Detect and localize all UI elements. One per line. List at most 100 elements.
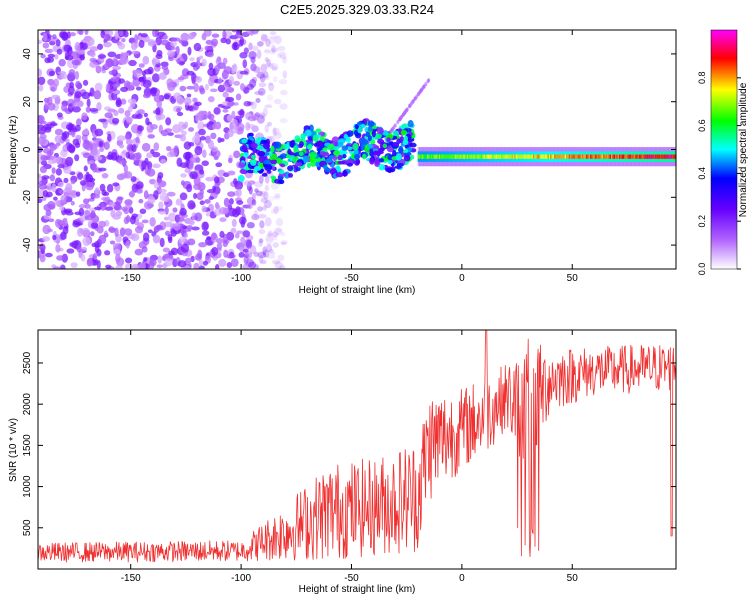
spectral-blob	[44, 48, 54, 54]
spectral-blob	[104, 112, 113, 119]
spectral-blob	[57, 164, 65, 169]
spectral-blob	[395, 153, 402, 161]
spectral-core	[453, 154, 456, 159]
spectral-core	[437, 154, 441, 159]
spectral-blob	[147, 66, 154, 75]
spectral-blob	[270, 153, 278, 161]
spectral-blob	[119, 144, 125, 149]
spectral-blob	[250, 56, 256, 64]
spectral-blob	[369, 151, 375, 157]
spectral-core	[548, 154, 552, 159]
spectral-blob	[105, 58, 114, 68]
spectral-blob	[153, 142, 160, 151]
spectral-blob	[170, 46, 176, 51]
spectral-blob	[282, 70, 287, 79]
spectral-blob	[222, 30, 227, 40]
spectral-blob	[223, 197, 230, 207]
spectral-core	[490, 154, 494, 159]
spectral-core	[555, 154, 558, 159]
spectral-blob	[42, 224, 51, 235]
spectral-core	[558, 154, 561, 159]
spectral-blob	[280, 240, 288, 245]
spectral-core	[515, 154, 519, 159]
spectral-blob	[107, 108, 116, 113]
spectral-blob	[314, 161, 321, 168]
spectral-blob	[246, 221, 255, 229]
spectral-blob	[198, 128, 206, 136]
spectral-core	[483, 154, 487, 159]
spectral-blob	[189, 157, 197, 164]
spectral-blob	[187, 32, 196, 40]
spectral-core	[552, 154, 556, 159]
spectral-blob	[162, 34, 169, 40]
spectral-blob	[75, 191, 81, 197]
y-tick-label: 40	[22, 48, 33, 60]
spectral-blob	[59, 206, 64, 211]
spectral-blob	[256, 71, 265, 79]
spectral-core	[624, 154, 627, 159]
spectral-blob	[272, 232, 279, 238]
spectral-blob	[235, 206, 241, 216]
spectral-blob	[107, 133, 112, 142]
spectral-blob	[238, 252, 245, 258]
spectral-core	[572, 154, 576, 159]
spectral-blob	[38, 173, 42, 178]
spectral-blob	[270, 251, 276, 256]
spectral-blob	[258, 238, 264, 244]
spectral-blob	[167, 132, 174, 136]
spectral-blob	[274, 35, 282, 44]
spectral-blob	[74, 124, 81, 132]
spectral-core	[462, 154, 466, 159]
spectral-blob	[69, 171, 76, 176]
spectral-blob	[226, 231, 235, 241]
spectral-blob	[56, 112, 63, 118]
spectral-core	[441, 154, 445, 159]
spectral-blob	[253, 165, 262, 171]
spectral-blob	[257, 213, 267, 219]
spectral-blob	[266, 121, 272, 127]
spectral-blob	[78, 30, 84, 36]
spectral-core	[605, 154, 609, 159]
spectral-blob	[97, 43, 104, 50]
spectral-blob	[130, 41, 138, 51]
spectral-core	[640, 154, 643, 159]
spectral-blob	[258, 229, 266, 235]
spectral-blob	[91, 242, 97, 248]
spectral-blob	[133, 69, 142, 78]
spectral-blob	[135, 181, 144, 189]
spectral-blob	[149, 217, 156, 227]
snr-panel: -150 -100 -50 0 50 500 1000 1500 2000 2500 Heigh…	[8, 329, 677, 595]
spectral-blob	[42, 236, 51, 242]
spectral-blob	[167, 191, 176, 197]
spectral-blob	[94, 187, 100, 194]
spectral-core	[425, 154, 429, 159]
spectral-blob	[123, 216, 130, 225]
spectral-blob	[426, 79, 430, 84]
spectral-blob	[231, 118, 238, 127]
spectral-blob	[219, 230, 225, 239]
spectral-core	[564, 154, 568, 159]
spectral-blob	[210, 132, 217, 140]
spectral-blob	[193, 183, 202, 191]
spectral-blob	[377, 150, 384, 155]
spectral-blob	[131, 152, 141, 162]
spectral-blob	[142, 93, 151, 99]
spectral-blob	[124, 110, 131, 117]
spectral-blob	[159, 192, 169, 202]
spectral-blob	[267, 230, 273, 237]
spectral-blob	[151, 58, 161, 65]
spectral-blob	[255, 73, 261, 78]
spectral-blob	[193, 192, 198, 199]
snr-xlabel: Height of straight line (km)	[299, 584, 416, 595]
colorbar-tick-label: 0.8	[697, 72, 707, 85]
spectral-blob	[167, 234, 173, 242]
spectral-blob	[49, 82, 58, 92]
spectral-blob	[222, 240, 228, 248]
spectral-blob	[89, 46, 99, 52]
spectral-blob	[387, 159, 393, 165]
spectral-core	[461, 154, 464, 159]
spectral-blob	[98, 234, 107, 245]
spectral-blob	[163, 216, 169, 221]
spectral-core	[660, 154, 663, 159]
spectral-blob	[312, 134, 319, 142]
